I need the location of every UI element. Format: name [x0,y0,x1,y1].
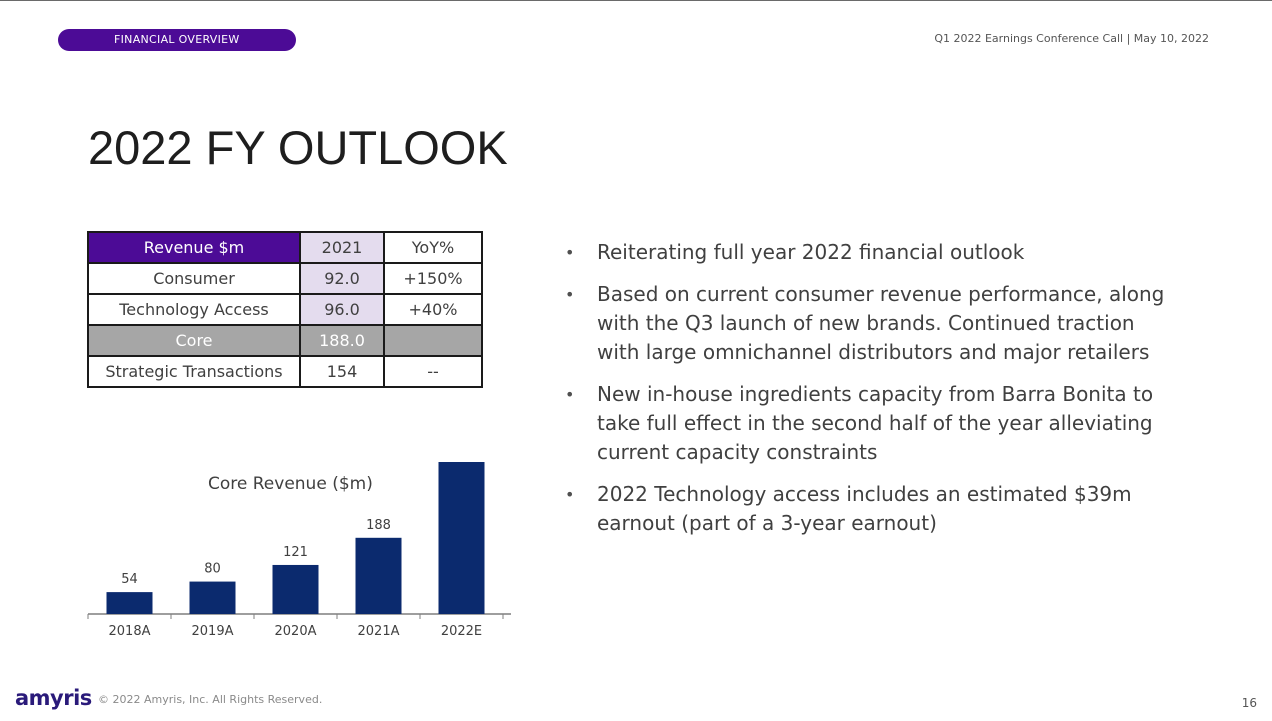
table-cell: Strategic Transactions [87,355,301,388]
bullet-text: 2022 Technology access includes an estim… [597,482,1132,535]
table-cell [383,324,483,357]
amyris-logo: amyris [15,686,92,710]
bullet-dot-icon: • [565,385,575,404]
table-header-row: Revenue $m 2021 YoY% [87,231,483,264]
data-label: 54 [121,572,138,587]
section-badge-label: FINANCIAL OVERVIEW [114,33,240,46]
section-badge: FINANCIAL OVERVIEW [58,29,296,51]
bullet-text: Reiterating full year 2022 financial out… [597,240,1025,264]
data-label: 188 [366,518,391,533]
bar-2019a [189,581,236,614]
bar-2021a [355,537,402,614]
table-header-cell: 2021 [299,231,385,264]
bullet-dot-icon: • [565,243,575,262]
revenue-table: Revenue $m 2021 YoY% Consumer 92.0 +150%… [87,231,483,388]
bullet-item: • Reiterating full year 2022 financial ou… [561,238,1181,267]
outlook-bullets: • Reiterating full year 2022 financial ou… [561,238,1181,551]
table-header-cell: Revenue $m [87,231,301,264]
bullet-item: • Based on current consumer revenue perfo… [561,280,1181,367]
table-cell: +40% [383,293,483,326]
x-tick-label: 2019A [192,624,234,639]
x-tick-label: 2020A [275,624,317,639]
copyright-text: © 2022 Amyris, Inc. All Rights Reserved. [98,693,323,706]
bullet-item: • 2022 Technology access includes an esti… [561,480,1181,538]
bullet-text: Based on current consumer revenue perfor… [597,282,1165,364]
table-cell: Technology Access [87,293,301,326]
table-cell: +150% [383,262,483,295]
table-cell: Core [87,324,301,357]
top-rule [0,0,1272,1]
x-tick-label: 2021A [358,624,400,639]
page-title: 2022 FY OUTLOOK [88,121,508,174]
data-label: 121 [283,545,308,560]
table-cell: 154 [299,355,385,388]
table-row: Strategic Transactions 154 -- [87,355,483,388]
table-header-cell: YoY% [383,231,483,264]
x-tick-label: 2022E [441,624,482,639]
bar-2020a [272,564,319,614]
chart-title: Core Revenue ($m) [208,474,373,494]
bullet-dot-icon: • [565,485,575,504]
table-cell: 92.0 [299,262,385,295]
bar-2018a [106,592,153,614]
bullet-item: • New in-house ingredients capacity from … [561,380,1181,467]
table-row-core: Core 188.0 [87,324,483,357]
x-tick-label: 2018A [109,624,151,639]
table-row: Technology Access 96.0 +40% [87,293,483,326]
page-number: 16 [1241,696,1257,710]
event-meta: Q1 2022 Earnings Conference Call | May 1… [934,32,1209,45]
bullet-dot-icon: • [565,285,575,304]
table-cell: -- [383,355,483,388]
table-cell: 188.0 [299,324,385,357]
core-revenue-chart: 54 2018A 80 2019A 121 2020A 188 2021A 2022E [87,462,511,639]
table-row: Consumer 92.0 +150% [87,262,483,295]
bullet-text: New in-house ingredients capacity from B… [597,382,1154,464]
table-cell: Consumer [87,262,301,295]
bar-2022e [438,462,485,614]
data-label: 80 [204,562,221,577]
table-cell: 96.0 [299,293,385,326]
